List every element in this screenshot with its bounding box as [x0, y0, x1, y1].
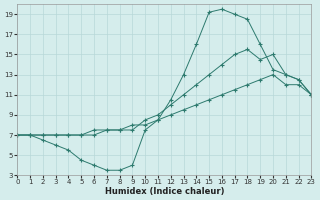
X-axis label: Humidex (Indice chaleur): Humidex (Indice chaleur) — [105, 187, 224, 196]
